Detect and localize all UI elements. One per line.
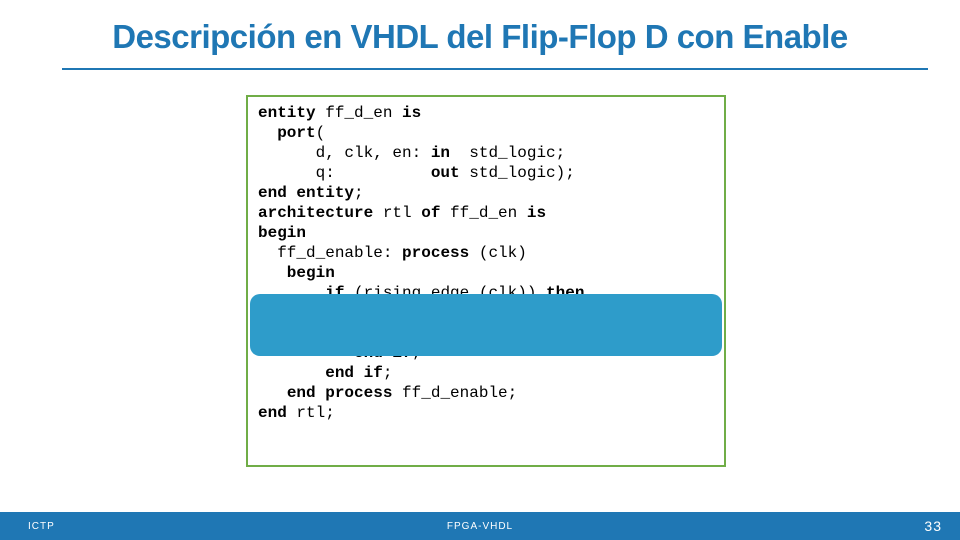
code-block: entity ff_d_en is port( d, clk, en: in s… bbox=[246, 95, 726, 467]
title-underline bbox=[62, 68, 928, 70]
highlight-overlay bbox=[250, 294, 722, 356]
slide-title: Descripción en VHDL del Flip-Flop D con … bbox=[60, 18, 900, 56]
footer-page-number: 33 bbox=[924, 518, 942, 534]
slide-footer: ICTP FPGA-VHDL 33 bbox=[0, 512, 960, 540]
footer-center: FPGA-VHDL bbox=[447, 521, 513, 532]
footer-left: ICTP bbox=[28, 521, 55, 532]
